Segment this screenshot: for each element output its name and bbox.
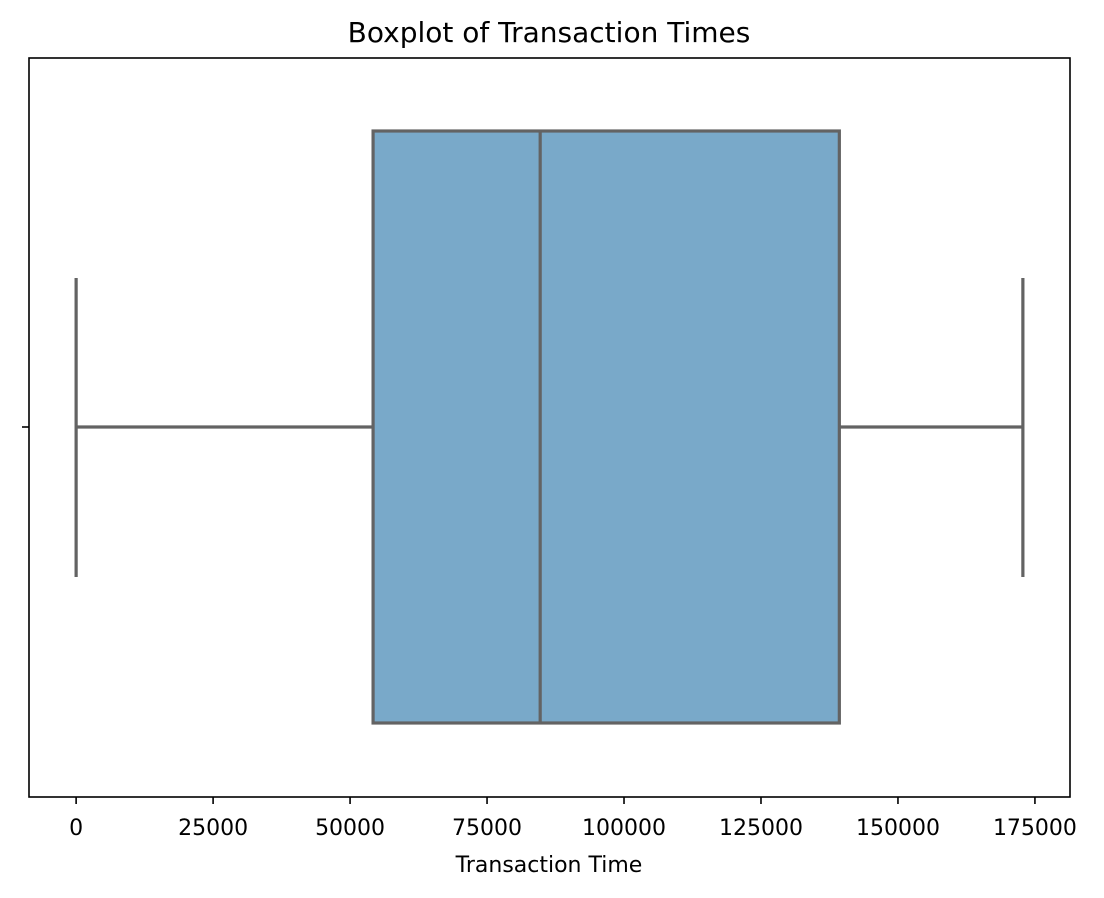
x-tick-label: 50000 <box>315 816 385 841</box>
box-group <box>74 129 1025 725</box>
x-axis-label: Transaction Time <box>455 853 643 878</box>
chart-title: Boxplot of Transaction Times <box>348 16 751 49</box>
x-axis-ticks: 0 25000 50000 75000 100000 125000 150000 175000 <box>69 797 1077 841</box>
x-tick-label: 0 <box>69 816 83 841</box>
x-tick-label: 150000 <box>856 816 940 841</box>
interquartile-box <box>371 129 841 725</box>
x-tick-label: 175000 <box>993 816 1077 841</box>
x-tick-label: 75000 <box>452 816 522 841</box>
x-tick-label: 100000 <box>582 816 666 841</box>
x-tick-label: 25000 <box>178 816 248 841</box>
x-tick-label: 125000 <box>719 816 803 841</box>
